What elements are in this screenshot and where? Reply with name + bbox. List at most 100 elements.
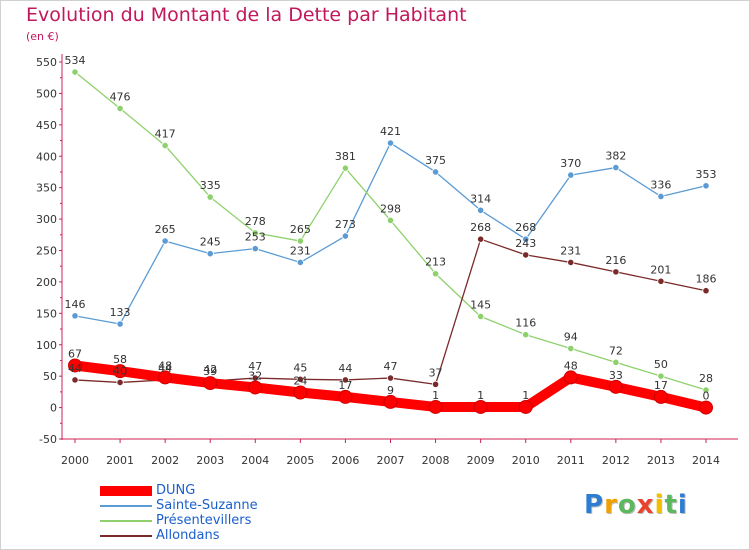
data-label: 268 [515, 221, 536, 234]
data-label: 1 [432, 389, 439, 402]
data-label: 146 [65, 298, 86, 311]
data-label: 314 [470, 192, 491, 205]
data-label: 17 [338, 379, 352, 392]
data-point [522, 331, 530, 339]
data-point [431, 380, 440, 388]
data-label: 253 [245, 231, 266, 244]
brand-letter: r [604, 490, 618, 520]
x-tick-label: 2007 [377, 454, 405, 467]
data-point [699, 400, 713, 415]
data-point [386, 216, 395, 224]
brand-letter: P [584, 490, 605, 520]
x-tick-label: 2002 [151, 454, 179, 467]
legend-swatch [100, 505, 152, 507]
data-label: 370 [560, 157, 581, 170]
data-point [386, 139, 395, 147]
data-point [567, 171, 575, 179]
data-point [158, 370, 173, 385]
data-point [702, 182, 710, 190]
brand-letter: i [677, 490, 688, 520]
data-point [71, 312, 79, 320]
y-tick-label: 50 [43, 370, 57, 383]
data-label: 1 [477, 389, 484, 402]
data-point [161, 237, 169, 245]
data-label: 476 [110, 90, 131, 103]
data-point [71, 376, 79, 384]
y-tick-label: 150 [36, 307, 57, 320]
data-label: 48 [158, 359, 172, 372]
data-point [477, 206, 485, 214]
x-tick-label: 2000 [61, 454, 89, 467]
data-label: 44 [158, 362, 172, 375]
data-point [567, 344, 575, 353]
data-point [431, 270, 440, 278]
data-label: 58 [113, 353, 127, 366]
data-point [612, 268, 620, 276]
y-tick-label: 500 [36, 87, 57, 100]
data-label: 417 [155, 128, 176, 141]
x-tick-label: 2011 [557, 454, 585, 467]
data-point [248, 380, 263, 395]
data-point [296, 237, 304, 245]
data-label: 44 [338, 362, 352, 375]
data-label: 33 [609, 369, 623, 382]
data-label: 94 [564, 331, 578, 344]
data-point [518, 399, 533, 414]
data-point [206, 250, 214, 258]
x-tick-label: 2008 [422, 454, 450, 467]
data-label: 67 [68, 347, 82, 360]
data-point [383, 394, 398, 409]
data-label: 231 [560, 244, 581, 257]
data-label: 24 [293, 375, 307, 388]
data-label: 50 [654, 358, 668, 371]
data-label: 42 [203, 363, 217, 376]
data-point [702, 386, 710, 394]
legend-swatch [100, 486, 152, 496]
brand-letter: i [654, 490, 665, 520]
y-tick-label: 100 [36, 339, 57, 352]
x-tick-label: 2012 [602, 454, 630, 467]
legend-label: Présentevillers [156, 513, 252, 528]
y-tick-label: 400 [36, 150, 57, 163]
data-point [251, 245, 259, 253]
brand-letter: o [617, 490, 637, 520]
data-point [657, 192, 665, 201]
chart-title: Evolution du Montant de la Dette par Hab… [26, 4, 467, 26]
data-label: 382 [605, 150, 626, 163]
data-point [113, 364, 128, 379]
y-tick-label: 550 [36, 56, 57, 69]
data-label: 9 [387, 384, 394, 397]
data-label: 298 [380, 202, 401, 215]
y-tick-label: -50 [39, 433, 57, 446]
chart-unit: (en €) [26, 30, 59, 43]
data-label: 268 [470, 221, 491, 234]
legend-label: Allondans [156, 528, 220, 543]
data-point [473, 399, 488, 414]
data-label: 421 [380, 125, 401, 138]
data-label: 44 [68, 362, 82, 375]
y-tick-label: 300 [36, 213, 57, 226]
data-label: 353 [696, 168, 717, 181]
data-point [608, 379, 623, 394]
data-point [612, 358, 620, 366]
data-label: 32 [248, 369, 262, 382]
data-label: 336 [650, 178, 671, 191]
legend-label: DUNG [156, 483, 196, 498]
data-point [203, 376, 218, 391]
data-point [657, 277, 665, 285]
data-label: 213 [425, 256, 446, 269]
data-point [341, 232, 350, 240]
legend-swatch [100, 520, 152, 522]
data-label: 1 [522, 389, 529, 402]
brand-letter: t [664, 490, 678, 520]
x-tick-label: 2004 [241, 454, 269, 467]
data-point [477, 312, 485, 321]
y-tick-label: 350 [36, 182, 57, 195]
data-label: 48 [564, 359, 578, 372]
data-point [116, 104, 124, 113]
legend-label: Sainte-Suzanne [156, 498, 258, 513]
data-point [431, 168, 440, 176]
x-tick-label: 2006 [331, 454, 359, 467]
data-label: 265 [290, 223, 311, 236]
